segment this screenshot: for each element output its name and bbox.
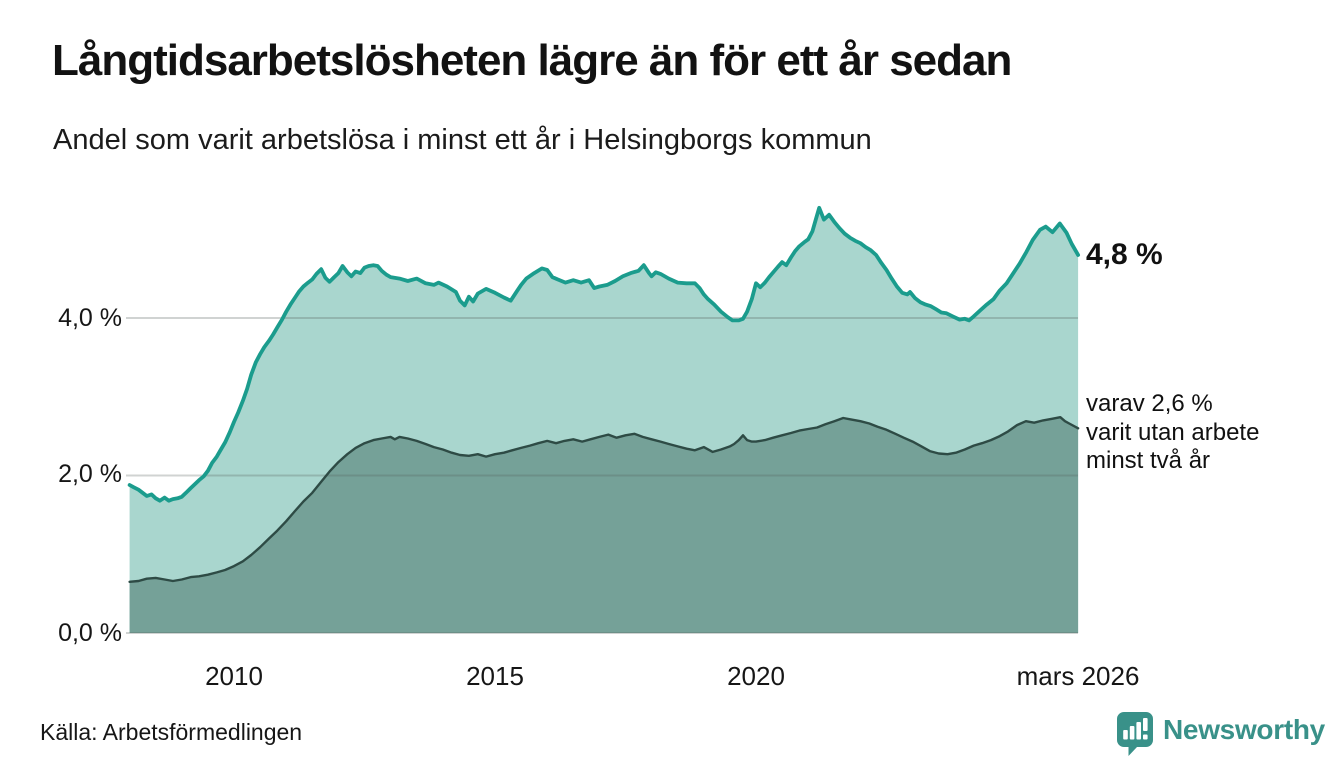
lower-series-line [128, 416, 1080, 583]
newsworthy-logo: Newsworthy [1116, 711, 1325, 756]
secondary-value-line-2: varit utan arbete [1086, 418, 1260, 446]
y-axis-tick-0: 0,0 % [58, 619, 122, 647]
y-axis-tick-2: 2,0 % [58, 460, 122, 488]
logo-exclamation-glyph [1143, 718, 1148, 740]
newsworthy-logo-icon [1117, 712, 1153, 756]
newsworthy-logo-text: Newsworthy [1163, 714, 1325, 745]
source-label: Källa: Arbetsförmedlingen [40, 719, 303, 745]
x-axis-tick-2020: 2020 [727, 661, 785, 691]
chart-title: Långtidsarbetslösheten lägre än för ett … [52, 36, 1012, 85]
lower-series-area [129, 417, 1079, 633]
logo-bubble-shape [1117, 712, 1153, 756]
x-axis-tick-2015: 2015 [466, 661, 524, 691]
secondary-value-line-1: varav 2,6 % [1086, 390, 1213, 417]
secondary-value-line-3: minst två år [1086, 447, 1211, 474]
secondary-value-label: varav 2,6 % varit utan arbete minst två … [1086, 390, 1259, 476]
x-axis-tick-latest: mars 2026 [1016, 661, 1140, 691]
upper-series-line [127, 205, 1080, 503]
x-axis-tick-2010: 2010 [205, 661, 263, 691]
logo-bar-chart-glyph [1123, 722, 1141, 740]
y-axis-tick-4: 4,0 % [58, 304, 122, 332]
chart-subtitle: Andel som varit arbetslösa i minst ett å… [53, 124, 872, 156]
latest-value-label: 4,8 % [1086, 238, 1163, 271]
